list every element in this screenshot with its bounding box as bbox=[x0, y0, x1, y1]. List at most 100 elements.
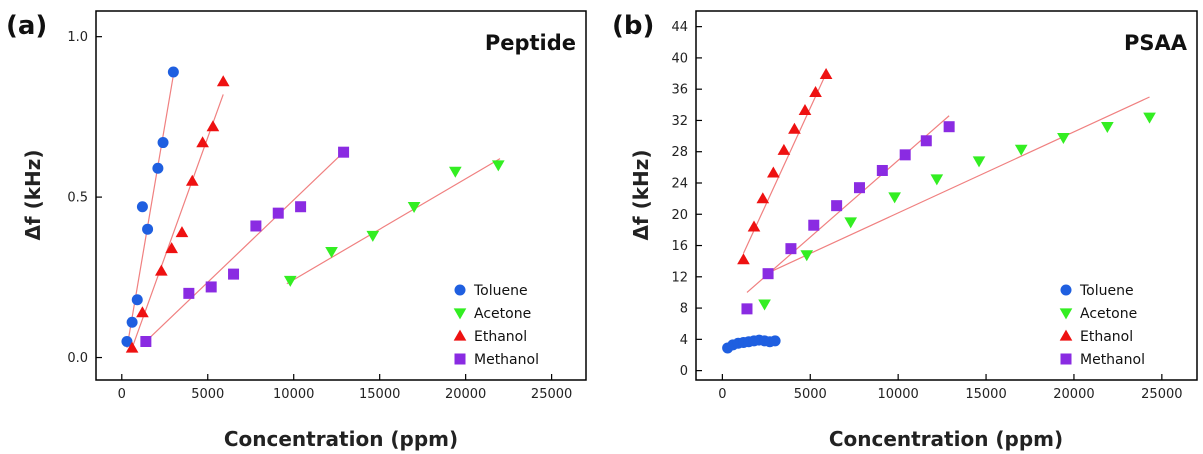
y-tick-label: 8 bbox=[680, 302, 688, 317]
fit-line-acetone bbox=[286, 158, 501, 285]
data-point-ethanol bbox=[216, 75, 230, 87]
data-point-ethanol bbox=[155, 264, 168, 276]
legend-marker-ethanol bbox=[1059, 329, 1073, 341]
data-point-acetone bbox=[1101, 122, 1114, 134]
data-point-acetone bbox=[800, 250, 814, 262]
data-point-methanol bbox=[943, 121, 955, 133]
legend-label-ethanol: Ethanol bbox=[1080, 329, 1133, 345]
data-point-acetone bbox=[1057, 132, 1070, 144]
data-points bbox=[121, 66, 505, 353]
legend-marker-ethanol bbox=[453, 329, 467, 341]
data-point-toluene bbox=[167, 66, 179, 78]
x-axis-label: Concentration (ppm) bbox=[224, 427, 458, 451]
data-point-acetone bbox=[1014, 144, 1028, 156]
legend-label-acetone: Acetone bbox=[474, 306, 531, 322]
data-point-acetone bbox=[283, 275, 297, 287]
axis-ticks: 0 5000 10000 15000 20000 25000 0 4 8 12 16 20 24 28 32… bbox=[671, 20, 1182, 402]
data-point-ethanol bbox=[788, 122, 801, 134]
fit-line-ethanol bbox=[131, 94, 224, 349]
data-point-methanol bbox=[272, 207, 284, 219]
data-point-methanol bbox=[853, 182, 865, 194]
legend-marker-toluene bbox=[454, 284, 466, 296]
y-tick-label: 16 bbox=[671, 239, 688, 254]
data-point-ethanol bbox=[125, 341, 139, 353]
plot-frame bbox=[95, 10, 587, 381]
legend-label-acetone: Acetone bbox=[1080, 306, 1137, 322]
fit-line-acetone bbox=[767, 96, 1150, 274]
data-point-acetone bbox=[366, 230, 380, 242]
chart-panel-b: (b) PSAA Concentration (ppm) Δf (kHz) 0 5… bbox=[612, 10, 1198, 451]
y-tick-label: 36 bbox=[671, 83, 688, 98]
x-tick-label: 20000 bbox=[445, 387, 486, 402]
data-point-methanol bbox=[338, 146, 350, 158]
legend-label-toluene: Toluene bbox=[473, 283, 528, 299]
legend: Toluene Acetone Ethanol Methanol bbox=[1059, 283, 1145, 368]
data-point-acetone bbox=[758, 299, 771, 311]
data-point-methanol bbox=[205, 281, 217, 293]
data-point-methanol bbox=[140, 335, 152, 347]
y-tick-label: 28 bbox=[671, 145, 688, 160]
y-tick-label: 4 bbox=[680, 333, 688, 348]
data-point-ethanol bbox=[185, 174, 199, 186]
data-point-methanol bbox=[228, 268, 240, 280]
data-point-methanol bbox=[785, 243, 797, 255]
x-tick-label: 15000 bbox=[359, 387, 400, 402]
fit-line-methanol bbox=[145, 151, 344, 342]
data-point-methanol bbox=[250, 220, 262, 232]
data-point-toluene bbox=[136, 201, 148, 213]
data-point-acetone bbox=[325, 246, 338, 258]
legend-marker-acetone bbox=[453, 308, 467, 320]
legend: Toluene Acetone Ethanol Methanol bbox=[453, 283, 539, 368]
data-point-toluene bbox=[121, 335, 133, 347]
data-point-ethanol bbox=[196, 136, 209, 148]
data-point-ethanol bbox=[737, 253, 750, 265]
legend-label-methanol: Methanol bbox=[474, 352, 539, 368]
y-tick-label: 0 bbox=[680, 364, 688, 379]
fit-line-ethanol bbox=[742, 73, 827, 254]
chart-panel-a: (a) Peptide Concentration (ppm) Δf (kHz)… bbox=[6, 10, 587, 451]
legend-label-ethanol: Ethanol bbox=[474, 329, 527, 345]
x-axis-label: Concentration (ppm) bbox=[829, 427, 1063, 451]
data-point-toluene bbox=[126, 316, 138, 328]
data-point-ethanol bbox=[767, 166, 780, 178]
panel-label: (a) bbox=[6, 11, 47, 41]
axis-ticks: 0 5000 10000 15000 20000 25000 0.0 0.5 1.0 bbox=[67, 30, 572, 402]
data-point-methanol bbox=[899, 149, 911, 161]
data-point-methanol bbox=[831, 200, 843, 212]
data-point-acetone bbox=[844, 217, 858, 229]
legend-label-methanol: Methanol bbox=[1080, 352, 1145, 368]
data-point-ethanol bbox=[819, 67, 833, 79]
y-tick-label: 40 bbox=[671, 51, 688, 66]
legend-marker-methanol bbox=[454, 353, 466, 365]
x-tick-label: 10000 bbox=[273, 387, 314, 402]
x-tick-label: 25000 bbox=[1141, 387, 1182, 402]
y-tick-label: 1.0 bbox=[67, 30, 88, 45]
data-point-acetone bbox=[491, 160, 505, 172]
data-point-acetone bbox=[888, 192, 901, 204]
legend-label-toluene: Toluene bbox=[1079, 283, 1134, 299]
data-point-methanol bbox=[295, 201, 307, 213]
data-point-ethanol bbox=[206, 120, 220, 132]
data-point-ethanol bbox=[165, 242, 178, 254]
x-tick-label: 10000 bbox=[877, 387, 918, 402]
panel-label: (b) bbox=[612, 11, 654, 41]
x-tick-label: 15000 bbox=[965, 387, 1006, 402]
y-axis-label: Δf (kHz) bbox=[21, 149, 45, 240]
data-point-methanol bbox=[183, 287, 195, 299]
data-point-acetone bbox=[1143, 112, 1156, 124]
data-point-ethanol bbox=[809, 85, 822, 97]
y-tick-label: 12 bbox=[671, 270, 688, 285]
data-points bbox=[722, 67, 1156, 354]
data-point-methanol bbox=[762, 268, 774, 280]
fit-lines bbox=[742, 73, 1150, 293]
data-point-ethanol bbox=[756, 192, 770, 204]
y-tick-label: 24 bbox=[671, 176, 688, 191]
data-point-toluene bbox=[142, 223, 154, 235]
legend-marker-methanol bbox=[1060, 353, 1072, 365]
chart-title: Peptide bbox=[485, 31, 576, 55]
data-point-toluene bbox=[769, 335, 781, 347]
data-point-acetone bbox=[972, 156, 986, 168]
data-point-ethanol bbox=[747, 220, 761, 232]
data-point-ethanol bbox=[798, 103, 812, 115]
chart-title: PSAA bbox=[1124, 31, 1188, 55]
